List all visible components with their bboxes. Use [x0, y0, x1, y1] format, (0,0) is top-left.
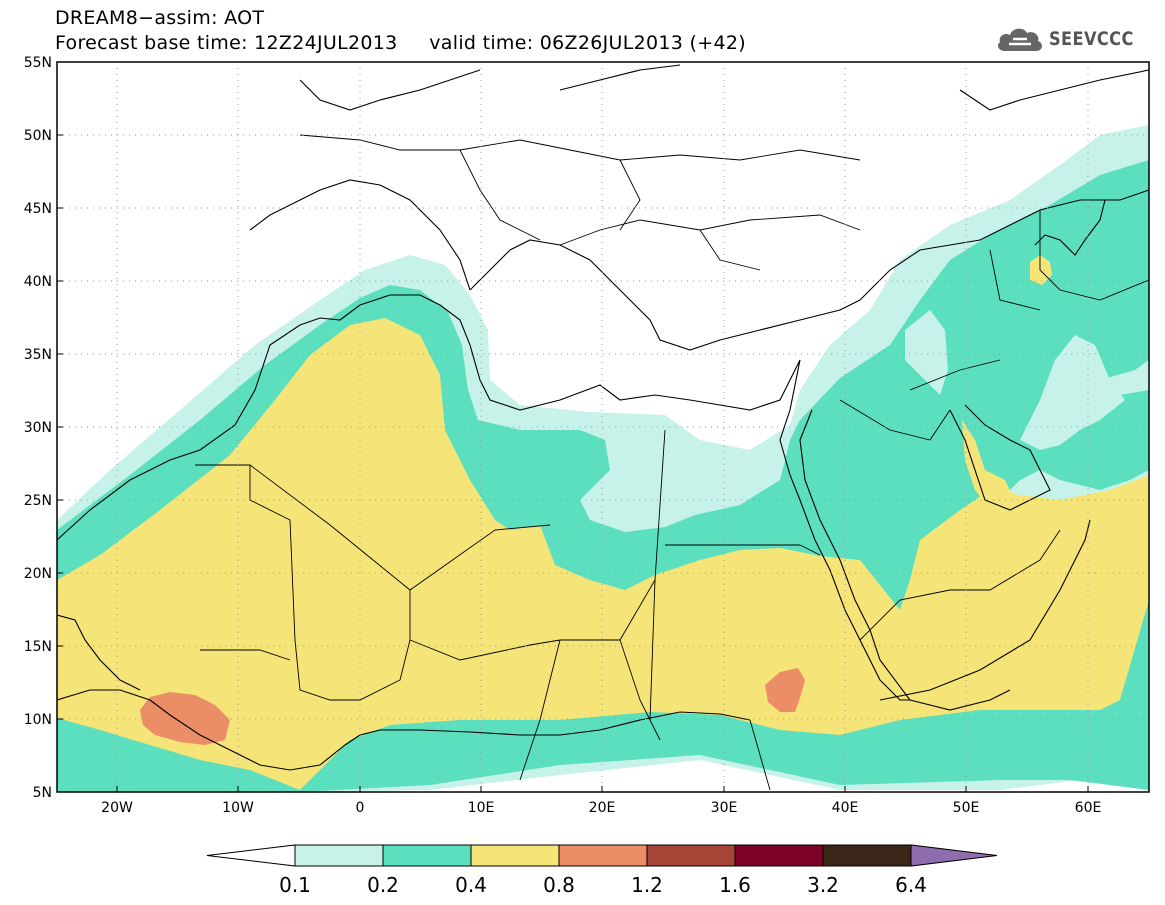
- colorbar-swatch: [822, 844, 912, 867]
- colorbar-tick-label: 0.4: [455, 873, 487, 897]
- lon-label: 10W: [222, 800, 254, 816]
- colorbar-swatch: [734, 844, 824, 867]
- lat-label: 30N: [24, 420, 52, 436]
- colorbar: [206, 844, 998, 867]
- logo-text: SEEVCCC: [1049, 28, 1135, 50]
- colorbar-labels: 0.1 0.2 0.4 0.8 1.2 1.6 3.2 6.4: [279, 873, 927, 897]
- borders: [195, 134, 1149, 791]
- coastlines: [57, 64, 1149, 771]
- map-title: DREAM8−assim: AOT: [55, 7, 265, 29]
- colorbar-under-triangle: [206, 844, 296, 867]
- longitude-labels: 20W 10W 0 10E 20E 30E 40E 50E 60E: [101, 800, 1101, 816]
- lat-label: 55N: [24, 55, 52, 71]
- lon-label: 40E: [832, 800, 859, 816]
- forecast-time-subtitle: Forecast base time: 12Z24JUL2013 valid t…: [55, 32, 746, 54]
- lon-label: 20E: [589, 800, 616, 816]
- graticule: [57, 62, 1149, 792]
- lat-label: 40N: [24, 274, 52, 290]
- colorbar-tick-label: 1.6: [719, 873, 751, 897]
- axis-ticks: [57, 61, 1089, 793]
- aot-band-0.8-sudan: [765, 668, 805, 712]
- colorbar-swatch: [294, 844, 384, 867]
- colorbar-tick-label: 6.4: [895, 873, 927, 897]
- lat-label: 50N: [24, 128, 52, 144]
- lon-label: 10E: [468, 800, 495, 816]
- colorbar-swatch: [558, 844, 648, 867]
- lat-label: 15N: [24, 639, 52, 655]
- lon-label: 0: [356, 800, 365, 816]
- colorbar-swatch: [470, 844, 560, 867]
- colorbar-over-triangle: [910, 844, 998, 867]
- lat-label: 5N: [33, 785, 52, 801]
- colorbar-tick-label: 3.2: [807, 873, 839, 897]
- lon-label: 30E: [711, 800, 738, 816]
- lat-label: 45N: [24, 201, 52, 217]
- lat-label: 35N: [24, 347, 52, 363]
- lat-label: 20N: [24, 566, 52, 582]
- lat-label: 10N: [24, 712, 52, 728]
- lon-label: 50E: [953, 800, 980, 816]
- cloud-icon: [998, 28, 1043, 51]
- lon-label: 60E: [1075, 800, 1102, 816]
- colorbar-tick-label: 0.1: [279, 873, 311, 897]
- colorbar-tick-label: 0.8: [543, 873, 575, 897]
- colorbar-swatch: [382, 844, 472, 867]
- seevccc-logo: SEEVCCC: [995, 24, 1149, 54]
- colorbar-swatch: [646, 844, 736, 867]
- colorbar-tick-label: 1.2: [631, 873, 663, 897]
- lon-label: 20W: [101, 800, 133, 816]
- aot-band-0.8-west-africa: [140, 692, 230, 745]
- latitude-labels: 55N 50N 45N 40N 35N 30N 25N 20N 15N 10N …: [24, 55, 52, 801]
- colorbar-tick-label: 0.2: [367, 873, 399, 897]
- lat-label: 25N: [24, 493, 52, 509]
